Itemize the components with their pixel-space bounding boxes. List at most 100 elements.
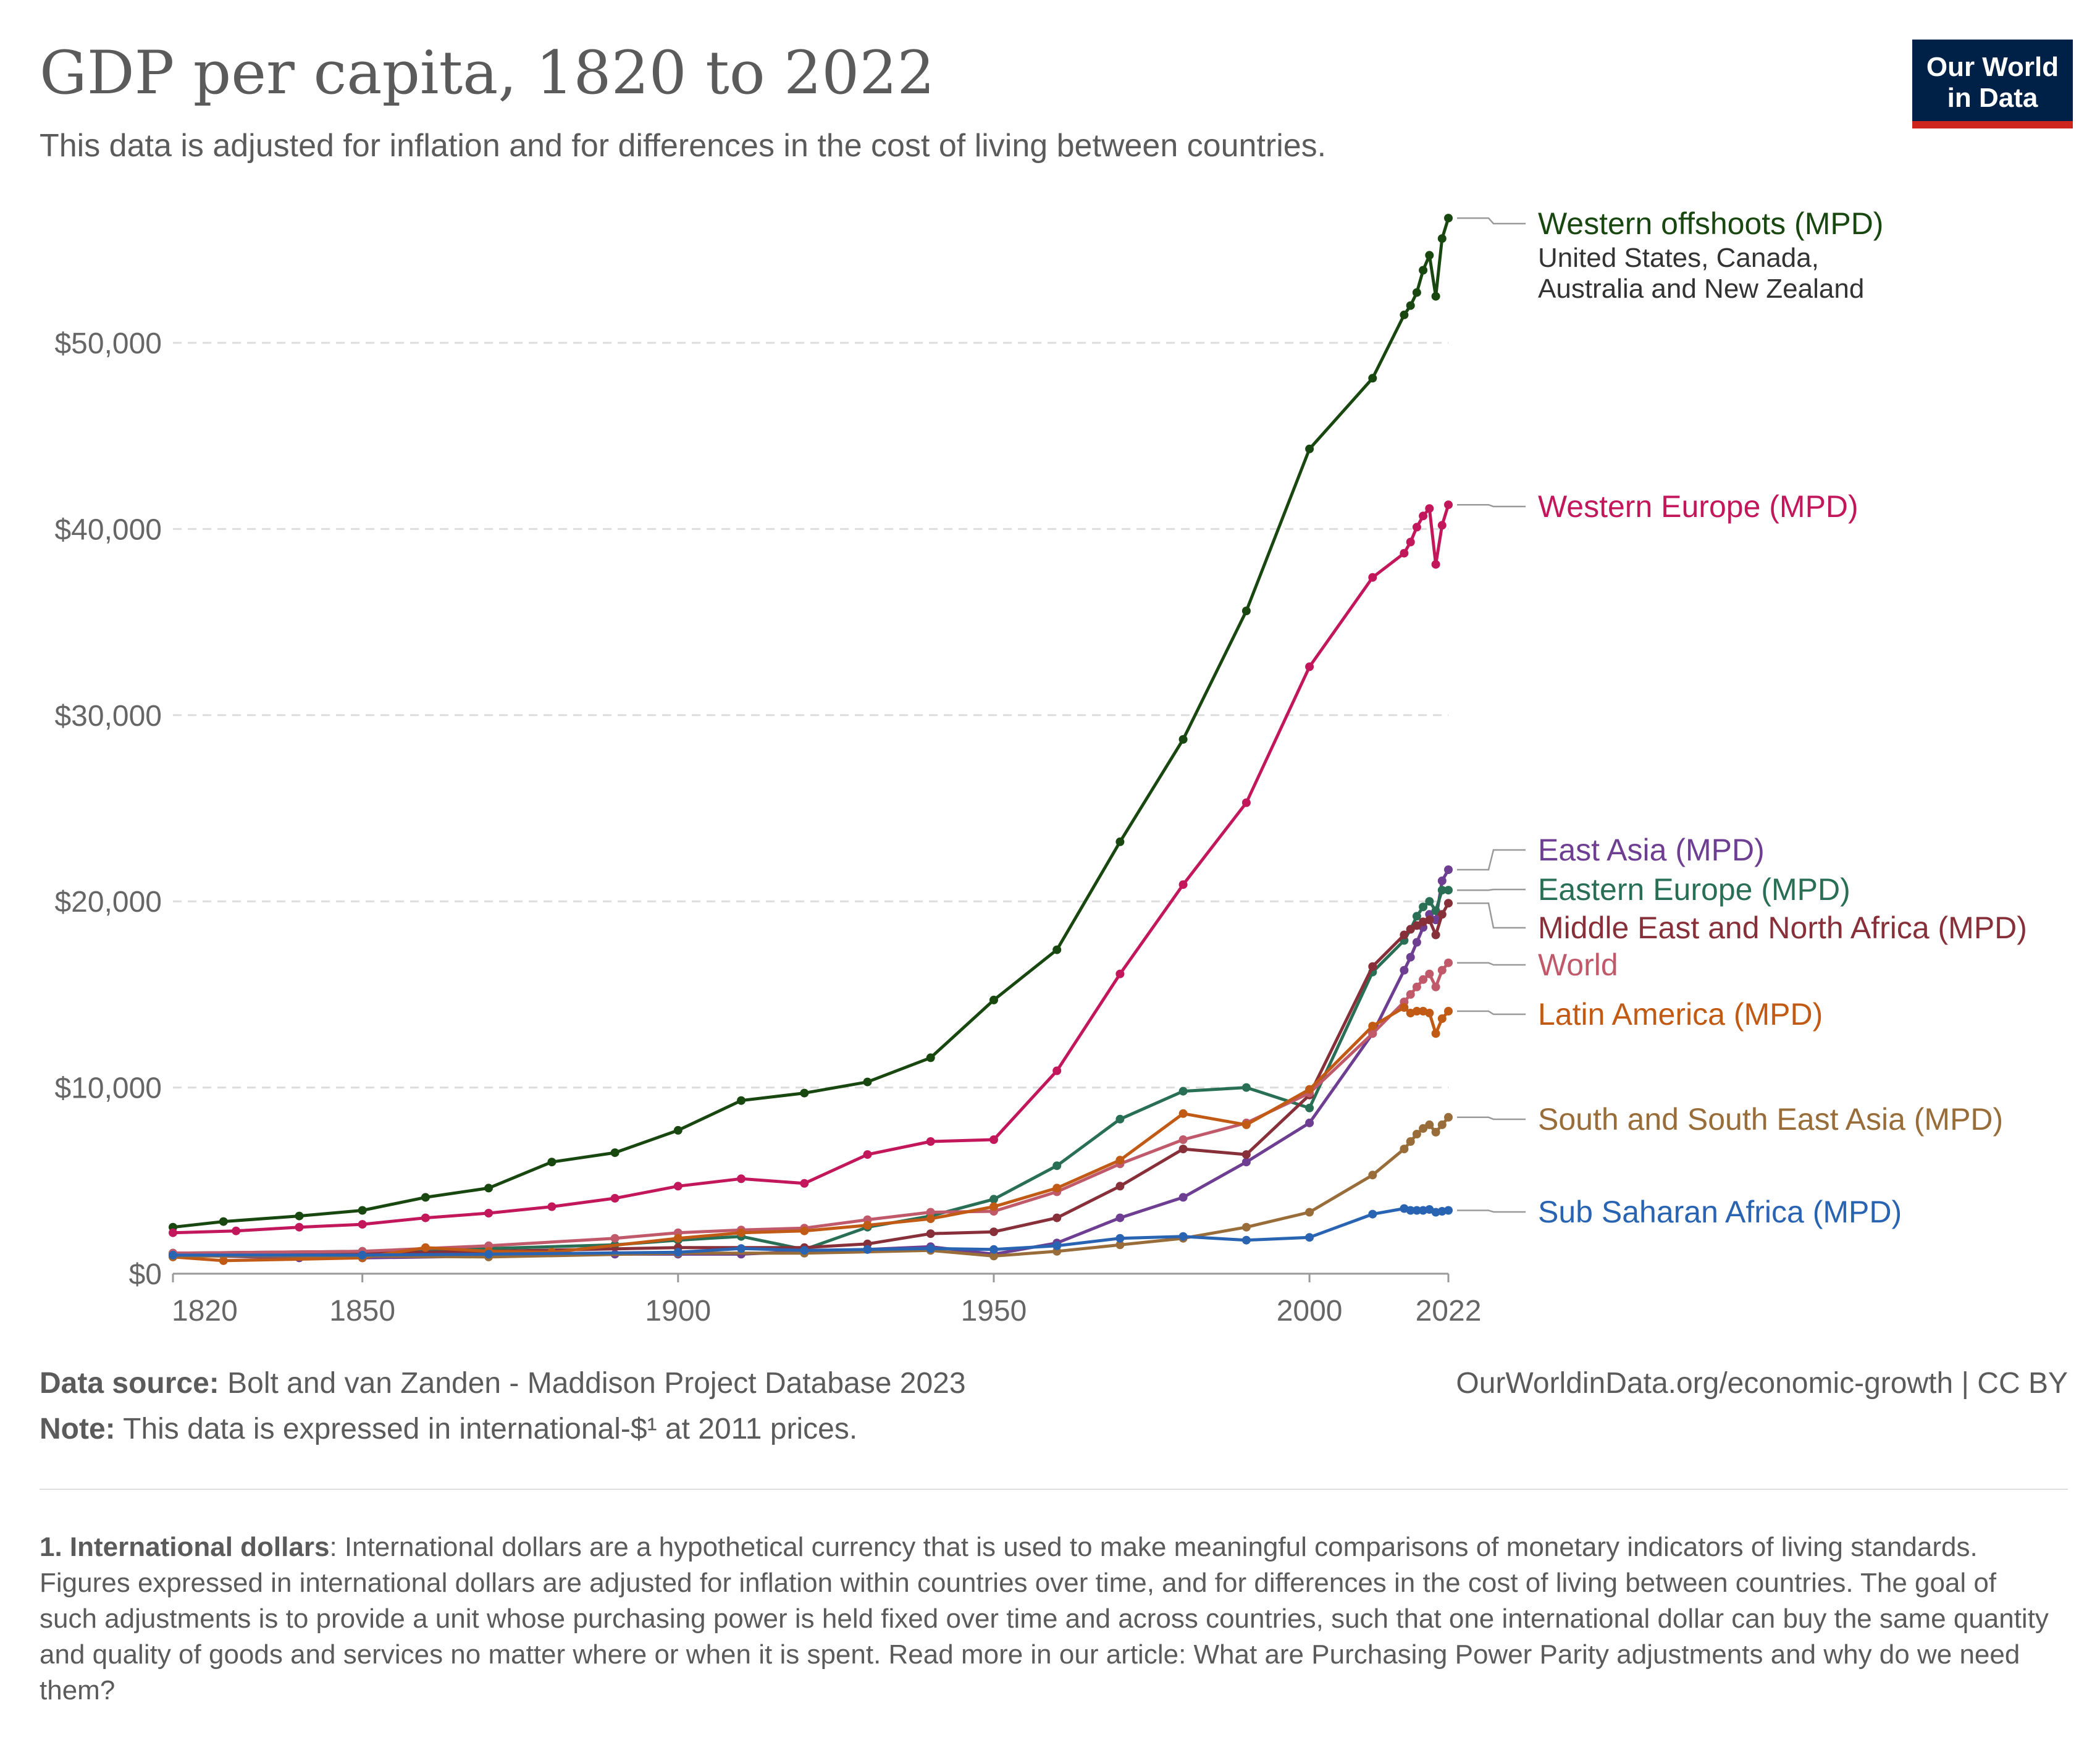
data-point xyxy=(1419,511,1428,521)
data-point xyxy=(1115,1114,1125,1124)
data-point xyxy=(926,1244,935,1253)
data-point xyxy=(1437,234,1447,243)
data-point xyxy=(1431,906,1440,915)
data-point xyxy=(1241,1222,1251,1232)
series-line xyxy=(171,888,1450,1255)
legend-connector xyxy=(1457,1116,1526,1121)
legend-note: Australia and New Zealand xyxy=(1538,274,1864,304)
data-point xyxy=(1437,877,1447,885)
data-point xyxy=(1444,214,1453,223)
data-point xyxy=(1437,910,1447,919)
line-chart: $0 $10,000 $20,000 $30,000 $40,000 $50,000 182… xyxy=(54,206,2026,1327)
data-point xyxy=(484,1209,494,1217)
data-point xyxy=(1115,837,1125,846)
data-point xyxy=(1425,1120,1434,1129)
data-point xyxy=(1052,1213,1062,1222)
data-point xyxy=(1115,1213,1125,1222)
data-point xyxy=(1241,1120,1251,1129)
data-point xyxy=(1178,1193,1188,1202)
chart-title: GDP per capita, 1820 to 2022 xyxy=(40,38,935,107)
series-line xyxy=(171,868,1450,1259)
legend-label: World xyxy=(1538,948,1618,982)
data-point xyxy=(1305,1208,1314,1217)
data-point xyxy=(989,1135,998,1144)
data-point xyxy=(1431,1127,1440,1137)
data-point xyxy=(1412,288,1421,297)
legend-label: East Asia (MPD) xyxy=(1538,833,1765,867)
data-point xyxy=(1368,573,1377,582)
data-point xyxy=(1178,1087,1188,1096)
data-point xyxy=(1444,1206,1453,1215)
data-point xyxy=(484,1184,494,1193)
data-point xyxy=(989,1195,998,1204)
data-point xyxy=(610,1148,620,1158)
data-point xyxy=(1406,1137,1415,1146)
data-point xyxy=(1431,982,1440,991)
legend-label: Western Europe (MPD) xyxy=(1538,489,1858,524)
source-url-link[interactable]: OurWorldinData.org/economic-growth | CC … xyxy=(1456,1367,2068,1400)
data-point xyxy=(1431,915,1440,925)
data-point xyxy=(1412,1206,1421,1215)
data-point xyxy=(1368,1022,1377,1031)
legend-connector xyxy=(1457,962,1526,966)
data-point xyxy=(1368,1029,1377,1038)
data-point xyxy=(1241,798,1251,807)
legend-connector xyxy=(1457,849,1526,871)
data-point xyxy=(926,1137,935,1146)
data-point xyxy=(219,1217,228,1226)
data-point xyxy=(1368,962,1377,971)
data-point xyxy=(1406,990,1415,999)
data-point xyxy=(926,1208,935,1217)
data-point xyxy=(1305,1103,1314,1112)
data-point xyxy=(358,1250,367,1259)
data-point xyxy=(1368,1209,1377,1219)
data-point xyxy=(1437,1120,1447,1129)
data-point xyxy=(1412,912,1421,921)
y-tick-label: $10,000 xyxy=(54,1072,162,1105)
x-tick-label: 2000 xyxy=(1277,1295,1343,1327)
data-point xyxy=(737,1096,746,1105)
data-point xyxy=(989,1227,998,1237)
data-point xyxy=(989,995,998,1004)
owid-logo[interactable]: Our World in Data xyxy=(1912,40,2073,128)
data-point xyxy=(1406,301,1415,310)
data-point xyxy=(1368,374,1377,383)
y-tick-label: $0 xyxy=(129,1258,162,1291)
legend-connector xyxy=(1457,1010,1526,1015)
data-source: Data source: Bolt and van Zanden - Maddi… xyxy=(40,1366,966,1400)
data-point xyxy=(1052,1184,1062,1193)
data-point xyxy=(1444,1007,1453,1015)
data-point xyxy=(219,1256,228,1265)
data-point xyxy=(1115,1240,1125,1250)
data-point xyxy=(1431,560,1440,569)
footnote-text: : International dollars are a hypothetic… xyxy=(40,1532,2049,1705)
data-point xyxy=(863,1221,872,1230)
legend-label: Sub Saharan Africa (MPD) xyxy=(1538,1195,1902,1229)
data-point xyxy=(1241,1083,1251,1092)
data-point xyxy=(1305,1233,1314,1242)
data-point xyxy=(1444,865,1453,874)
series-line xyxy=(171,216,1450,1229)
data-point xyxy=(547,1202,556,1211)
data-point xyxy=(926,1229,935,1238)
data-point xyxy=(1412,921,1421,930)
data-point xyxy=(1178,1232,1188,1241)
logo-line-1: Our World xyxy=(1926,52,2059,82)
data-point xyxy=(1412,1007,1421,1015)
legend-label: Eastern Europe (MPD) xyxy=(1538,872,1850,907)
data-point xyxy=(1178,880,1188,889)
x-tick-label: 1850 xyxy=(329,1295,395,1327)
x-tick-label: 1900 xyxy=(645,1295,711,1327)
data-point xyxy=(673,1248,682,1257)
data-point xyxy=(1412,1130,1421,1138)
data-point xyxy=(1400,310,1409,319)
data-point xyxy=(1419,266,1428,275)
data-point xyxy=(610,1234,620,1243)
data-point xyxy=(610,1193,620,1203)
series-line xyxy=(171,1116,1450,1259)
data-point xyxy=(1406,925,1415,934)
data-point xyxy=(1406,952,1415,962)
data-point xyxy=(295,1211,304,1221)
legend-connector xyxy=(1457,217,1526,225)
data-point xyxy=(358,1220,367,1229)
